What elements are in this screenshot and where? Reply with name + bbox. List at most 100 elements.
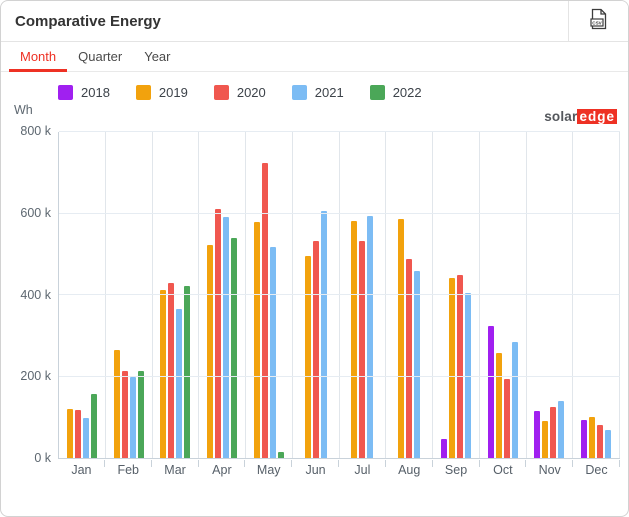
x-axis-tick: [104, 460, 105, 467]
month-group-nov: [527, 132, 574, 458]
bar-2022-feb: [137, 371, 144, 458]
bar-2019-dec: [589, 417, 596, 458]
x-axis-labels: Jan Feb Mar Apr May Jun Jul Aug Sep Oct Nov Dec: [58, 463, 620, 477]
bar-2020-jun: [312, 241, 319, 458]
x-axis-tick: [244, 460, 245, 467]
y-axis-tick-label: 200 k: [20, 369, 51, 384]
bar-2019-nov: [542, 421, 549, 458]
bar-2021-feb: [129, 377, 136, 458]
legend-label: 2020: [236, 85, 266, 100]
export-csv-button[interactable]: CSV: [568, 1, 628, 41]
x-axis-label-feb: Feb: [117, 463, 140, 477]
month-group-jun: [293, 132, 340, 458]
legend-item-2020[interactable]: 2020: [213, 85, 266, 100]
legend-item-2018[interactable]: 2018: [58, 85, 110, 100]
bar-2019-jan: [66, 409, 73, 458]
x-axis-label-aug: Aug: [398, 463, 421, 477]
bar-2019-jun: [304, 256, 311, 458]
x-axis-label-jan: Jan: [71, 463, 92, 477]
chart-period-tabs: Month Quarter Year: [1, 42, 628, 72]
legend-swatch-2020: [213, 85, 229, 100]
bar-2021-aug: [414, 271, 421, 458]
x-axis-label-apr: Apr: [212, 463, 232, 477]
bar-2020-feb: [121, 371, 128, 458]
bar-2022-may: [277, 452, 284, 458]
bar-2019-jul: [351, 221, 358, 458]
x-axis-tick: [525, 460, 526, 467]
legend-item-2022[interactable]: 2022: [369, 85, 422, 100]
x-axis-label-sep: Sep: [444, 463, 468, 477]
x-axis-tick: [619, 460, 620, 467]
legend-item-2019[interactable]: 2019: [135, 85, 188, 100]
bar-2019-apr: [207, 245, 214, 458]
x-axis-tick: [151, 460, 152, 467]
widget-header: Comparative Energy CSV: [1, 1, 628, 42]
bar-2019-mar: [160, 290, 167, 458]
legend-label: 2019: [158, 85, 188, 100]
x-axis-label-mar: Mar: [164, 463, 186, 477]
legend-item-2021[interactable]: 2021: [291, 85, 344, 100]
x-axis-tick: [338, 460, 339, 467]
bar-2019-feb: [113, 350, 120, 458]
bar-2021-jan: [82, 418, 89, 458]
bar-2021-nov: [558, 401, 565, 458]
bar-2019-oct: [495, 353, 502, 458]
tab-month[interactable]: Month: [9, 42, 68, 72]
gridline: [59, 213, 620, 214]
month-group-jul: [340, 132, 387, 458]
bar-2019-aug: [398, 219, 405, 458]
y-axis-tick-label: 800 k: [20, 124, 51, 138]
bar-2021-dec: [605, 430, 612, 458]
legend-swatch-2021: [291, 85, 307, 100]
bar-2020-oct: [503, 379, 510, 458]
x-axis-tick: [479, 460, 480, 467]
y-axis-tick-label: 400 k: [20, 287, 51, 302]
bar-2021-may: [269, 247, 276, 458]
y-axis-unit-label: Wh: [14, 103, 33, 117]
x-axis-tick: [385, 460, 386, 467]
x-axis-tick: [198, 460, 199, 467]
solaredge-logo: solar edge: [544, 109, 617, 124]
legend-swatch-2022: [369, 85, 385, 100]
x-axis-label-nov: Nov: [538, 463, 561, 477]
bar-2020-apr: [215, 209, 222, 458]
month-group-sep: [433, 132, 480, 458]
month-group-feb: [106, 132, 153, 458]
bar-2022-jan: [90, 394, 97, 458]
page-title: Comparative Energy: [15, 12, 161, 30]
bar-2020-aug: [406, 259, 413, 458]
y-axis-tick-label: 0 k: [34, 451, 51, 465]
x-axis-tick: [572, 460, 573, 467]
bar-groups: [59, 132, 620, 458]
bar-2018-oct: [487, 326, 494, 458]
bar-2021-mar: [176, 309, 183, 458]
y-axis-tick-label: 600 k: [20, 205, 51, 220]
month-group-may: [246, 132, 293, 458]
bar-2021-oct: [511, 342, 518, 458]
bar-2020-dec: [597, 425, 604, 458]
logo-text-solar: solar: [544, 109, 578, 124]
bar-2020-mar: [168, 283, 175, 458]
logo-text-edge: edge: [577, 109, 617, 124]
tab-year[interactable]: Year: [144, 49, 171, 64]
bar-2020-sep: [456, 275, 463, 458]
bar-2018-dec: [581, 420, 588, 458]
bar-2021-sep: [464, 293, 471, 458]
svg-text:CSV: CSV: [592, 20, 602, 25]
bar-2020-jan: [74, 410, 81, 458]
tab-quarter[interactable]: Quarter: [78, 49, 123, 64]
legend-label: 2018: [81, 85, 110, 100]
bar-2022-apr: [231, 238, 238, 458]
bar-2018-sep: [440, 439, 447, 458]
month-group-oct: [480, 132, 527, 458]
chart-legend: 2018 2019 2020 2021 2022: [58, 85, 422, 100]
gridline: [59, 131, 620, 132]
gridline: [59, 376, 620, 377]
bar-2019-may: [253, 222, 260, 458]
x-axis-label-oct: Oct: [493, 463, 513, 477]
x-axis-tick: [291, 460, 292, 467]
legend-label: 2022: [392, 85, 422, 100]
x-axis-label-may: May: [256, 463, 281, 477]
legend-swatch-2018: [58, 85, 73, 100]
